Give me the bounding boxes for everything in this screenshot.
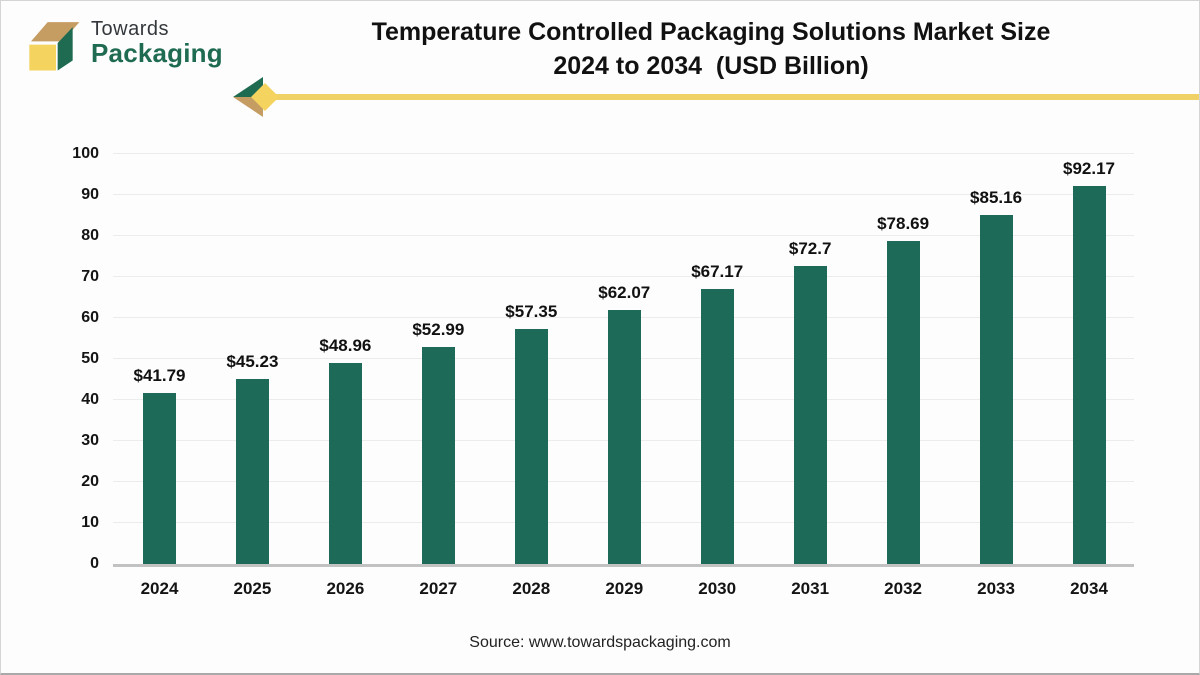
- gridline: [113, 153, 1134, 154]
- gridline: [113, 276, 1134, 277]
- chart-title: Temperature Controlled Packaging Solutio…: [291, 15, 1131, 83]
- y-axis-tick-label: 90: [81, 186, 99, 203]
- y-axis: 0 10 20 30 40 50 60 70 80 90 100: [35, 145, 99, 572]
- plot-area: $41.79 2024 $45.23 2025 $48.96 2026 $52.99 2027…: [113, 153, 1134, 598]
- x-axis-tick-label-2031: 2031: [791, 579, 830, 598]
- bar-value-label-2026: $48.96: [319, 336, 372, 356]
- brand-word-towards: Towards: [91, 17, 169, 40]
- bar-value-label-2029: $62.07: [598, 282, 651, 302]
- divider-line: [259, 94, 1199, 100]
- source-credit: Source: www.towardspackaging.com: [469, 634, 731, 651]
- y-axis-tick-label: 30: [81, 432, 99, 449]
- x-axis-tick-label-2030: 2030: [698, 579, 737, 598]
- x-axis-tick-label-2034: 2034: [1070, 579, 1108, 598]
- bar-2032: [886, 241, 920, 564]
- bar-2030: [700, 288, 734, 564]
- x-axis-tick-label-2033: 2033: [977, 579, 1015, 598]
- chart-title-line2: 2024 to 2034 (USD Billion): [553, 52, 869, 80]
- x-axis-tick-label-2026: 2026: [326, 579, 365, 598]
- x-axis-tick-label-2032: 2032: [884, 579, 923, 598]
- x-axis-tick-label-2027: 2027: [419, 579, 458, 598]
- y-axis-tick-label: 50: [81, 350, 99, 367]
- y-axis-tick-label: 100: [72, 145, 99, 162]
- x-axis-tick-label-2025: 2025: [233, 579, 272, 598]
- x-axis-tick-label-2029: 2029: [605, 579, 644, 598]
- bar-2028: [514, 328, 548, 564]
- y-axis-tick-label: 10: [81, 514, 99, 531]
- x-axis-tick-label-2024: 2024: [140, 579, 179, 598]
- bar-value-label-2028: $57.35: [505, 301, 558, 321]
- bar-value-label-2031: $72.7: [788, 238, 832, 258]
- gridline: [113, 235, 1134, 236]
- y-axis-tick-label: 70: [81, 268, 99, 285]
- bar-value-label-2034: $92.17: [1063, 159, 1115, 179]
- brand-word-packaging: Packaging: [91, 37, 223, 68]
- y-axis-tick-label: 60: [81, 309, 99, 326]
- bar-2033: [979, 214, 1013, 564]
- bar-2024: [143, 392, 176, 564]
- brand-logo: Towards Packaging: [21, 11, 223, 75]
- bar-value-label-2030: $67.17: [691, 261, 744, 281]
- bar-value-label-2024: $41.79: [133, 365, 186, 385]
- bar-2026: [328, 363, 362, 564]
- y-axis-tick-label: 40: [81, 391, 99, 408]
- y-axis-tick-label: 0: [90, 555, 99, 572]
- bar-2025: [235, 378, 269, 564]
- packaging-box-icon: [29, 22, 80, 71]
- bar-2027: [421, 346, 455, 564]
- bar-value-label-2027: $52.99: [412, 319, 465, 339]
- bar-value-label-2033: $85.16: [970, 187, 1023, 207]
- bar-2034: [1072, 186, 1106, 564]
- chevron-diamond-icon: [233, 77, 279, 117]
- bar-2029: [607, 309, 641, 564]
- gridline: [113, 194, 1134, 195]
- bar-value-label-2025: $45.23: [226, 351, 279, 371]
- y-axis-tick-label: 80: [81, 227, 99, 244]
- bar-value-label-2032: $78.69: [877, 214, 930, 234]
- x-axis-tick-label-2028: 2028: [512, 579, 551, 598]
- chart-title-line1: Temperature Controlled Packaging Solutio…: [371, 18, 1051, 46]
- brand-wordmark: Towards Packaging: [91, 17, 223, 68]
- y-axis-tick-label: 20: [81, 473, 99, 490]
- bar-2031: [793, 265, 827, 564]
